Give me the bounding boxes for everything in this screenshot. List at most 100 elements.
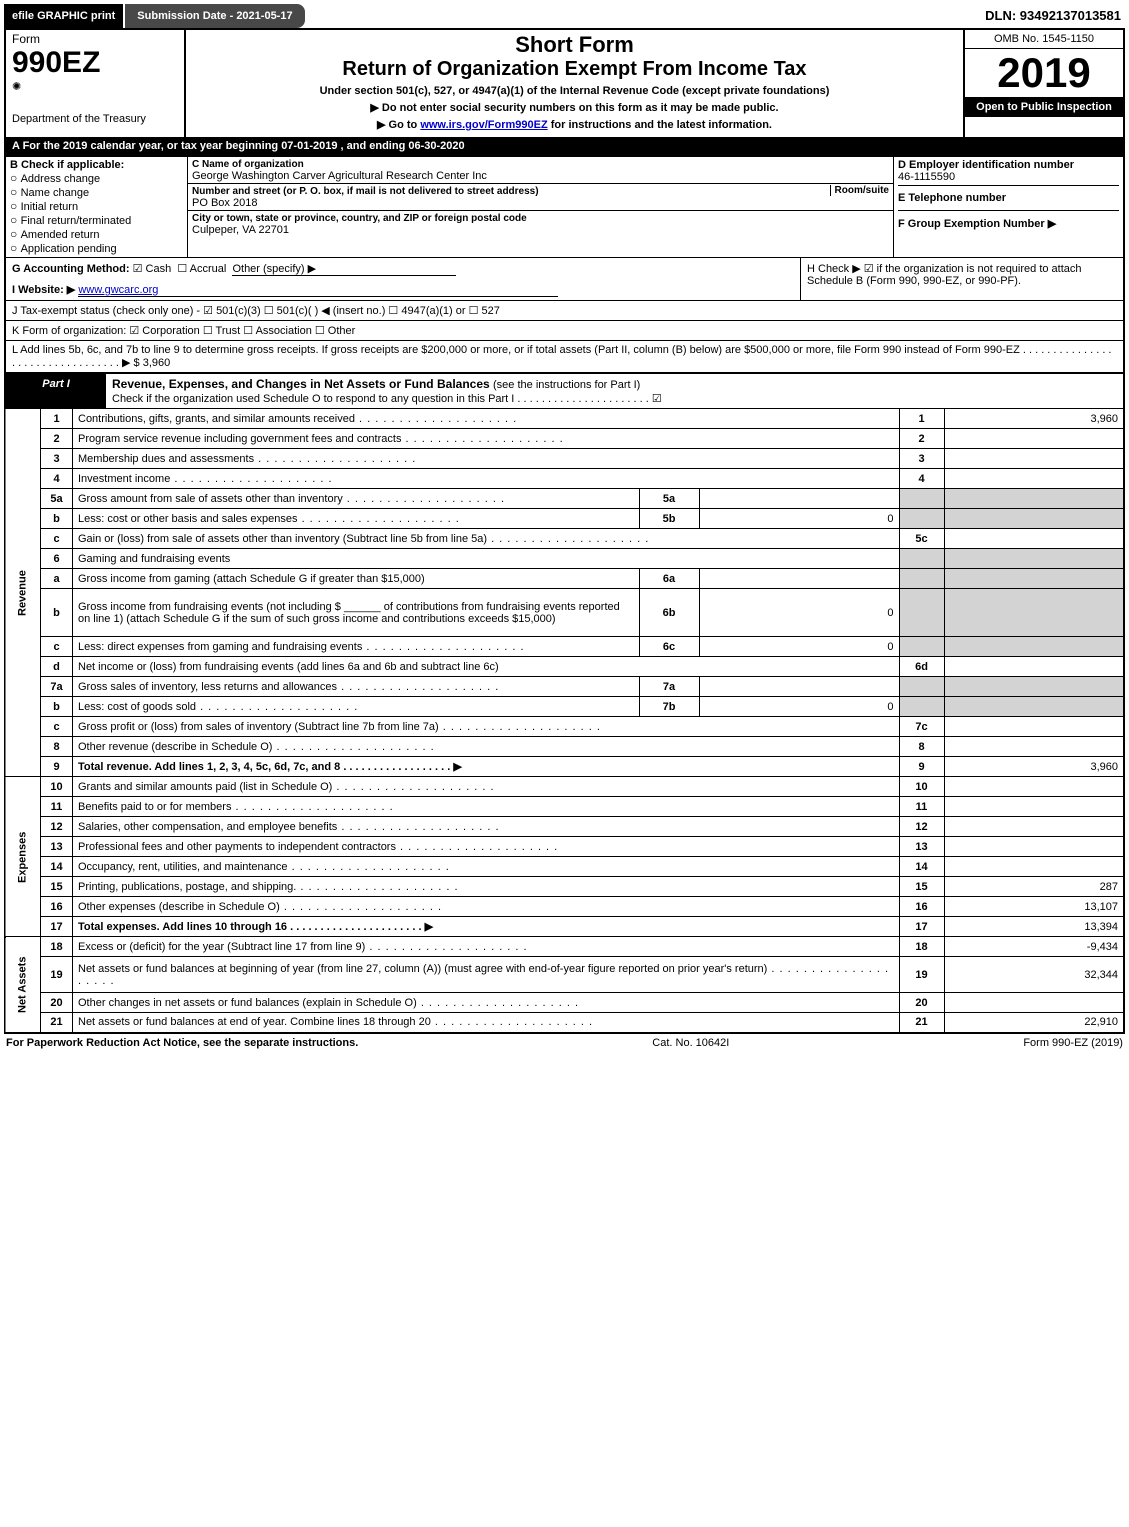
g-accrual[interactable]: Accrual <box>177 263 226 275</box>
warning-text: ▶ Do not enter social security numbers o… <box>188 101 961 114</box>
n: 3 <box>41 449 73 469</box>
amt: 22,910 <box>944 1013 1124 1033</box>
n: 21 <box>41 1013 73 1033</box>
d: Occupancy, rent, utilities, and maintena… <box>73 857 900 877</box>
goto-pre: ▶ Go to <box>377 119 420 131</box>
opt-name-change[interactable]: Name change <box>10 185 183 199</box>
website-link[interactable]: www.gwcarc.org <box>78 284 558 297</box>
irs-link[interactable]: www.irs.gov/Form990EZ <box>420 119 547 131</box>
row-h: H Check ▶ ☑ if the organization is not r… <box>800 258 1123 300</box>
submission-date-badge: Submission Date - 2021-05-17 <box>125 4 304 28</box>
d: Net income or (loss) from fundraising ev… <box>73 657 900 677</box>
row-a: A For the 2019 calendar year, or tax yea… <box>4 137 1125 155</box>
ein-label: D Employer identification number <box>898 159 1119 171</box>
line: 18 <box>899 937 944 957</box>
form-header: Form 990EZ ✺ Department of the Treasury … <box>4 28 1125 137</box>
opt-address-change[interactable]: Address change <box>10 171 183 185</box>
d: Gross income from fundraising events (no… <box>73 589 640 637</box>
d: Gross amount from sale of assets other t… <box>73 489 640 509</box>
n: 6 <box>41 549 73 569</box>
amt: -9,434 <box>944 937 1124 957</box>
efile-button[interactable]: efile GRAPHIC print <box>4 4 123 28</box>
d: Gain or (loss) from sale of assets other… <box>73 529 900 549</box>
d: Other revenue (describe in Schedule O) <box>73 737 900 757</box>
row-k: K Form of organization: ☑ Corporation ☐ … <box>4 320 1125 340</box>
opt-final[interactable]: Final return/terminated <box>10 213 183 227</box>
org-name: George Washington Carver Agricultural Re… <box>192 170 487 182</box>
opt-pending[interactable]: Application pending <box>10 241 183 255</box>
d: Other expenses (describe in Schedule O) <box>73 897 900 917</box>
city-label: City or town, state or province, country… <box>192 213 527 224</box>
d: Gross income from gaming (attach Schedul… <box>73 569 640 589</box>
amt <box>944 449 1124 469</box>
amt <box>944 469 1124 489</box>
n: 14 <box>41 857 73 877</box>
line: 20 <box>899 993 944 1013</box>
amt <box>944 857 1124 877</box>
box-b: B Check if applicable: Address change Na… <box>6 157 188 257</box>
sub: 7b <box>639 697 699 717</box>
goto-text: ▶ Go to www.irs.gov/Form990EZ for instru… <box>188 118 961 131</box>
sv: 0 <box>699 697 899 717</box>
sub: 6a <box>639 569 699 589</box>
main-title: Return of Organization Exempt From Incom… <box>188 58 961 81</box>
city: Culpeper, VA 22701 <box>192 224 289 236</box>
g-cash[interactable]: Cash <box>133 263 172 275</box>
box-b-label: B Check if applicable: <box>10 159 183 171</box>
n: a <box>41 569 73 589</box>
line: 1 <box>899 409 944 429</box>
amt: 32,344 <box>944 957 1124 993</box>
row-l: L Add lines 5b, 6c, and 7b to line 9 to … <box>4 340 1125 373</box>
n: 17 <box>41 917 73 937</box>
n: 2 <box>41 429 73 449</box>
amt <box>944 429 1124 449</box>
n: b <box>41 509 73 529</box>
amt <box>944 797 1124 817</box>
shade <box>944 569 1124 589</box>
amt: 13,107 <box>944 897 1124 917</box>
line: 13 <box>899 837 944 857</box>
n: d <box>41 657 73 677</box>
amt: 287 <box>944 877 1124 897</box>
shade <box>899 489 944 509</box>
line: 5c <box>899 529 944 549</box>
opt-initial[interactable]: Initial return <box>10 199 183 213</box>
n: 13 <box>41 837 73 857</box>
row-j: J Tax-exempt status (check only one) - ☑… <box>4 300 1125 320</box>
g-other[interactable]: Other (specify) ▶ <box>232 263 456 276</box>
n: 8 <box>41 737 73 757</box>
amt <box>944 717 1124 737</box>
n: b <box>41 697 73 717</box>
group-label: F Group Exemption Number ▶ <box>898 211 1119 230</box>
footer-mid: Cat. No. 10642I <box>652 1037 729 1049</box>
d: Benefits paid to or for members <box>73 797 900 817</box>
shade <box>899 549 944 569</box>
ein: 46-1115590 <box>898 171 1119 186</box>
shade <box>944 509 1124 529</box>
d: Total revenue. Add lines 1, 2, 3, 4, 5c,… <box>73 757 900 777</box>
n: c <box>41 637 73 657</box>
n: 1 <box>41 409 73 429</box>
part-1-title: Revenue, Expenses, and Changes in Net As… <box>112 377 490 391</box>
line: 11 <box>899 797 944 817</box>
shade <box>899 589 944 637</box>
amt <box>944 657 1124 677</box>
n: 9 <box>41 757 73 777</box>
opt-amended[interactable]: Amended return <box>10 227 183 241</box>
form-word: Form <box>12 32 178 46</box>
line: 4 <box>899 469 944 489</box>
side-expenses: Expenses <box>5 777 41 937</box>
shade <box>944 677 1124 697</box>
n: 11 <box>41 797 73 817</box>
line: 19 <box>899 957 944 993</box>
shade <box>899 697 944 717</box>
d: Contributions, gifts, grants, and simila… <box>73 409 900 429</box>
omb-number: OMB No. 1545-1150 <box>965 30 1123 49</box>
amt: 13,394 <box>944 917 1124 937</box>
d: Less: cost or other basis and sales expe… <box>73 509 640 529</box>
d: Gross profit or (loss) from sales of inv… <box>73 717 900 737</box>
n: 20 <box>41 993 73 1013</box>
boxes-bcd: B Check if applicable: Address change Na… <box>4 155 1125 257</box>
amt: 3,960 <box>944 409 1124 429</box>
shade <box>899 569 944 589</box>
